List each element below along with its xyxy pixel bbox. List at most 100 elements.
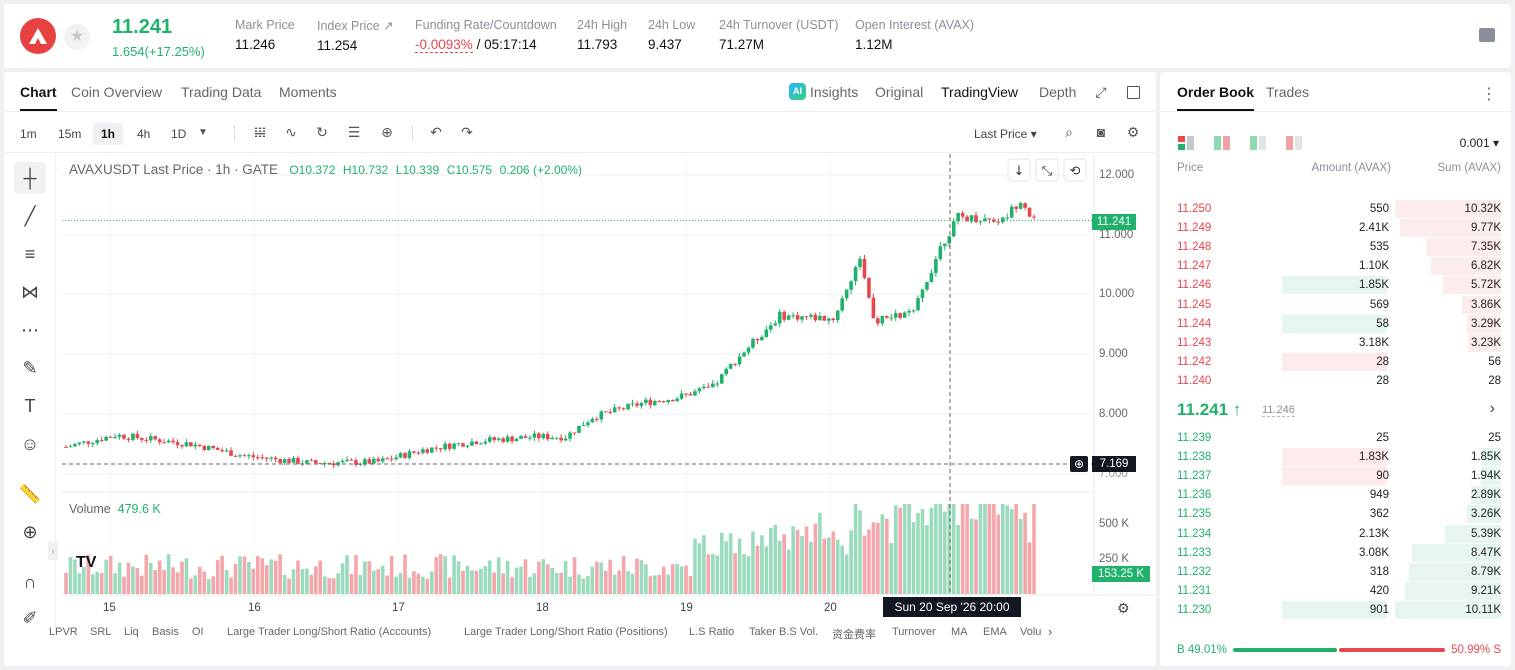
orderbook-row[interactable]: 11.233 3.08K 8.47K	[1160, 543, 1511, 563]
pencil-icon[interactable]: ✐	[22, 607, 38, 628]
chart-control-button[interactable]	[1007, 158, 1031, 182]
indicator-basis[interactable]: Basis	[152, 626, 179, 638]
tab-chart[interactable]: Chart	[20, 84, 57, 111]
tab-trading-data[interactable]: Trading Data	[181, 84, 262, 100]
chart-control-button[interactable]	[1035, 158, 1059, 182]
crosshair-icon[interactable]: ┼	[14, 162, 46, 194]
timeframe-1d[interactable]: 1D	[171, 127, 187, 141]
add-alert-icon[interactable]: ⊕	[381, 124, 393, 140]
trendline-icon[interactable]: ╱	[24, 205, 36, 226]
pattern-icon[interactable]: ⋈	[21, 281, 39, 302]
indicator-taker-vol[interactable]: Taker B.S Vol.	[749, 626, 819, 638]
chevron-down-icon[interactable]: ▼	[198, 127, 208, 138]
tab-moments[interactable]: Moments	[279, 84, 337, 100]
indicator-oi[interactable]: OI	[192, 626, 204, 638]
indicator-lt-positions[interactable]: Large Trader Long/Short Ratio (Positions…	[464, 626, 668, 638]
indicator-ls-ratio[interactable]: L.S Ratio	[689, 626, 735, 638]
orderbook-row[interactable]: 11.236 949 2.89K	[1160, 486, 1511, 505]
orderbook-row[interactable]: 11.246 1.85K 5.72K	[1160, 276, 1511, 295]
view-bids-icon[interactable]	[1250, 136, 1266, 150]
timeframe-1m[interactable]: 1m	[20, 127, 37, 141]
candle-body	[813, 314, 818, 321]
favorite-star-icon[interactable]: ★	[64, 24, 90, 50]
templates-icon[interactable]: ☰	[347, 124, 361, 140]
orderbook-row[interactable]: 11.238 1.83K 1.85K	[1160, 448, 1511, 467]
expand-icon[interactable]: ⤢	[1095, 84, 1107, 100]
indicator-funding[interactable]: 资金费率	[832, 629, 876, 641]
ruler-icon[interactable]: 📏	[18, 483, 42, 504]
candle-body	[773, 323, 778, 326]
orderbook-row[interactable]: 11.234 2.13K 5.39K	[1160, 524, 1511, 544]
more-icon[interactable]: ⋮	[1481, 86, 1497, 103]
indicator-liq[interactable]: Liq	[124, 626, 139, 638]
fib-icon[interactable]: ⋯	[21, 319, 39, 340]
indicators-icon[interactable]: ∿	[285, 124, 297, 140]
candle-body	[260, 457, 265, 459]
orderbook-row[interactable]: 11.235 362 3.26K	[1160, 505, 1511, 524]
orderbook-row[interactable]: 11.244 58 3.29K	[1160, 314, 1511, 334]
precision-select[interactable]: 0.001 ▾	[1459, 136, 1499, 150]
stat-index-price[interactable]: Index Price ↗ 11.254	[317, 19, 394, 53]
orderbook-row[interactable]: 11.249 2.41K 9.77K	[1160, 219, 1511, 238]
orderbook-row[interactable]: 11.242 28 56	[1160, 352, 1511, 372]
view-split-icon[interactable]	[1214, 136, 1230, 150]
chevron-right-icon[interactable]: ›	[1048, 624, 1053, 639]
orderbook-row[interactable]: 11.247 1.10K 6.82K	[1160, 257, 1511, 276]
chart-control-button[interactable]	[1063, 158, 1087, 182]
tab-trades[interactable]: Trades	[1266, 84, 1310, 100]
tab-coin-overview[interactable]: Coin Overview	[71, 84, 163, 100]
indicator-lt-accounts[interactable]: Large Trader Long/Short Ratio (Accounts)	[227, 626, 432, 638]
indicator-turnover[interactable]: Turnover	[892, 626, 936, 638]
candlestick-chart[interactable]: ↓ ⤡ ⟲	[4, 72, 1156, 666]
tab-original[interactable]: Original	[875, 84, 924, 100]
horizontal-lines-icon[interactable]: ≡	[24, 243, 36, 264]
search-icon[interactable]: ⌕	[1065, 124, 1073, 140]
orderbook-row[interactable]: 11.240 28 28	[1160, 372, 1511, 391]
tab-order-book[interactable]: Order Book	[1177, 84, 1255, 111]
timeframe-15m[interactable]: 15m	[58, 127, 82, 141]
emoji-icon[interactable]: ☺	[20, 433, 40, 454]
redo-icon[interactable]: ↷	[461, 124, 473, 140]
gear-icon[interactable]: ⚙	[1126, 124, 1140, 140]
tab-insights[interactable]: Insights	[810, 84, 859, 100]
orderbook-row[interactable]: 11.239 25 25	[1160, 429, 1511, 448]
indicator-lpvr[interactable]: LPVR	[49, 626, 78, 638]
settings-axis-icon[interactable]: ⚙	[1117, 600, 1130, 616]
orderbook-row[interactable]: 11.231 420 9.21K	[1160, 581, 1511, 601]
add-order-icon[interactable]: ⊕	[1070, 456, 1088, 472]
text-icon[interactable]: T	[24, 395, 36, 416]
camera-icon[interactable]: ◙	[1096, 124, 1106, 140]
orderbook-row[interactable]: 11.248 535 7.35K	[1160, 238, 1511, 257]
indicator-srl[interactable]: SRL	[90, 626, 112, 638]
window-icon[interactable]	[1127, 86, 1140, 99]
brush-icon[interactable]: ✎	[22, 357, 38, 378]
compare-icon[interactable]: ↻	[316, 124, 328, 140]
candles-icon[interactable]: 𝍐	[253, 124, 267, 140]
candle-body	[371, 458, 376, 464]
candle-body	[880, 315, 885, 324]
timeframe-1h[interactable]: 1h	[93, 123, 124, 145]
book-icon[interactable]	[1479, 28, 1495, 42]
indicator-ema[interactable]: EMA	[983, 626, 1007, 638]
collapse-icon[interactable]: ‹	[48, 542, 58, 560]
volume-bar	[661, 566, 666, 594]
orderbook-row[interactable]: 11.232 318 8.79K	[1160, 562, 1511, 582]
timeframe-4h[interactable]: 4h	[137, 127, 151, 141]
indicator-vol[interactable]: Volu	[1020, 626, 1042, 638]
zoom-in-icon[interactable]: ⊕	[22, 521, 38, 542]
candle-body	[412, 451, 416, 453]
view-asks-icon[interactable]	[1286, 136, 1302, 150]
price-type-select[interactable]: Last Price ▾	[974, 127, 1037, 141]
orderbook-row[interactable]: 11.250 550 10.32K	[1160, 200, 1511, 219]
undo-icon[interactable]: ↶	[430, 124, 442, 140]
indicator-ma[interactable]: MA	[951, 626, 968, 638]
tab-tradingview[interactable]: TradingView	[941, 84, 1019, 100]
magnet-icon[interactable]: ∩	[23, 571, 37, 592]
orderbook-row[interactable]: 11.230 901 10.11K	[1160, 600, 1511, 620]
view-both-icon[interactable]	[1178, 136, 1196, 150]
tab-depth[interactable]: Depth	[1039, 84, 1077, 100]
orderbook-row[interactable]: 11.243 3.18K 3.23K	[1160, 333, 1511, 353]
orderbook-row[interactable]: 11.237 90 1.94K	[1160, 467, 1511, 486]
chevron-right-icon[interactable]: ›	[1489, 400, 1495, 417]
orderbook-row[interactable]: 11.245 569 3.86K	[1160, 295, 1511, 315]
